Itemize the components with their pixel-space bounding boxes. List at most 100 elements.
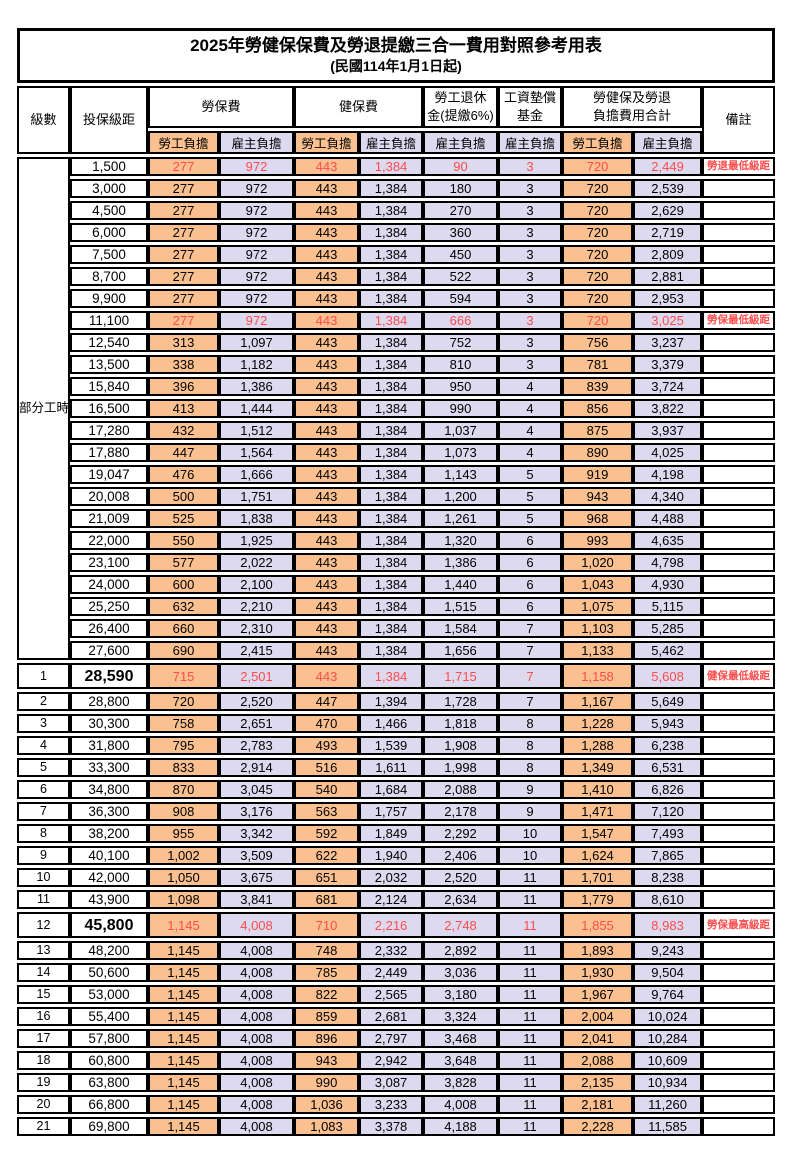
value-cell: 993	[562, 531, 634, 550]
level-cell: 2	[17, 692, 70, 711]
note-cell	[702, 267, 776, 286]
bracket-cell: 17,880	[70, 443, 148, 462]
value-cell: 3,822	[633, 399, 703, 418]
bracket-cell: 55,400	[70, 1007, 148, 1026]
value-cell: 1,440	[423, 575, 499, 594]
value-cell: 6	[498, 531, 563, 550]
value-cell: 443	[294, 487, 360, 506]
value-cell: 1,384	[359, 289, 424, 308]
value-cell: 432	[148, 421, 219, 440]
value-cell: 4,340	[633, 487, 703, 506]
value-cell: 1,666	[219, 465, 295, 484]
value-cell: 360	[423, 223, 499, 242]
note-cell	[702, 289, 776, 308]
bracket-cell: 21,009	[70, 509, 148, 528]
value-cell: 810	[423, 355, 499, 374]
value-cell: 1,564	[219, 443, 295, 462]
value-cell: 4,008	[219, 941, 295, 960]
value-cell: 720	[562, 245, 634, 264]
note-cell	[702, 641, 776, 660]
note-cell	[702, 714, 776, 733]
table-row: 部分工時 1,500 277 972 443 1,384 90 3 720 2,449 勞退最低級距	[17, 157, 776, 660]
value-cell: 277	[148, 157, 219, 176]
table-row: 8 38,200 955 3,342 592 1,849 2,292 10 1,547 7,493	[17, 824, 776, 843]
value-cell: 443	[294, 377, 360, 396]
header-row-sub: 勞工負擔 雇主負擔 勞工負擔 雇主負擔 雇主負擔 雇主負擔 勞工負擔 雇主負擔	[17, 131, 775, 154]
value-cell: 1,998	[423, 758, 499, 777]
value-cell: 443	[294, 179, 360, 198]
table-row: 7,500 277 972 443 1,384 450 3 720 2,809	[17, 245, 776, 264]
bracket-cell: 40,100	[70, 846, 148, 865]
level-cell: 5	[17, 758, 70, 777]
value-cell: 7,493	[633, 824, 703, 843]
level-cell: 8	[17, 824, 70, 843]
value-cell: 2,124	[359, 890, 424, 909]
note-cell	[702, 421, 776, 440]
value-cell: 660	[148, 619, 219, 638]
value-cell: 10	[498, 846, 563, 865]
value-cell: 1,384	[359, 179, 424, 198]
value-cell: 8,610	[633, 890, 703, 909]
value-cell: 752	[423, 333, 499, 352]
table-row: 7 36,300 908 3,176 563 1,757 2,178 9 1,471 7,120	[17, 802, 776, 821]
value-cell: 1,145	[148, 1029, 219, 1048]
value-cell: 90	[423, 157, 499, 176]
value-cell: 2,565	[359, 985, 424, 1004]
note-cell	[702, 1095, 776, 1114]
value-cell: 1,930	[562, 963, 634, 982]
value-cell: 2,088	[562, 1051, 634, 1070]
table-row: 3,000 277 972 443 1,384 180 3 720 2,539	[17, 179, 776, 198]
col-header-labor-insurance: 勞保費	[148, 86, 295, 128]
value-cell: 5,462	[633, 641, 703, 660]
bracket-cell: 16,500	[70, 399, 148, 418]
value-cell: 3,342	[219, 824, 295, 843]
level-cell: 16	[17, 1007, 70, 1026]
value-cell: 5,285	[633, 619, 703, 638]
bracket-cell: 57,800	[70, 1029, 148, 1048]
note-cell: 勞保最低級距	[702, 311, 776, 330]
value-cell: 720	[148, 692, 219, 711]
value-cell: 413	[148, 399, 219, 418]
value-cell: 2,022	[219, 553, 295, 572]
value-cell: 493	[294, 736, 360, 755]
value-cell: 2,088	[423, 780, 499, 799]
table-row: 17,280 432 1,512 443 1,384 1,037 4 875 3,937	[17, 421, 776, 440]
value-cell: 710	[294, 912, 360, 938]
value-cell: 7,120	[633, 802, 703, 821]
value-cell: 443	[294, 245, 360, 264]
table-row: 25,250 632 2,210 443 1,384 1,515 6 1,075 5,115	[17, 597, 776, 616]
value-cell: 9	[498, 802, 563, 821]
value-cell: 5,608	[633, 663, 703, 689]
value-cell: 756	[562, 333, 634, 352]
bracket-cell: 60,800	[70, 1051, 148, 1070]
value-cell: 4,488	[633, 509, 703, 528]
table-row: 2 28,800 720 2,520 447 1,394 1,728 7 1,167 5,649	[17, 692, 776, 711]
value-cell: 2,292	[423, 824, 499, 843]
value-cell: 443	[294, 201, 360, 220]
value-cell: 2,178	[423, 802, 499, 821]
value-cell: 9,504	[633, 963, 703, 982]
note-cell	[702, 868, 776, 887]
bracket-cell: 11,100	[70, 311, 148, 330]
subheader-labor-employee: 勞工負擔	[148, 131, 219, 154]
table-row: 20 66,800 1,145 4,008 1,036 3,233 4,008 11 2,181…	[17, 1095, 776, 1114]
bracket-cell: 27,600	[70, 641, 148, 660]
value-cell: 1,656	[423, 641, 499, 660]
value-cell: 4,930	[633, 575, 703, 594]
value-cell: 1,384	[359, 311, 424, 330]
value-cell: 540	[294, 780, 360, 799]
value-cell: 8,983	[633, 912, 703, 938]
table-row: 4,500 277 972 443 1,384 270 3 720 2,629	[17, 201, 776, 220]
value-cell: 443	[294, 597, 360, 616]
value-cell: 443	[294, 157, 360, 176]
value-cell: 277	[148, 311, 219, 330]
level-cell: 19	[17, 1073, 70, 1092]
note-cell: 勞保最高級距	[702, 912, 776, 938]
value-cell: 666	[423, 311, 499, 330]
value-cell: 2,681	[359, 1007, 424, 1026]
value-cell: 1,893	[562, 941, 634, 960]
table-row: 27,600 690 2,415 443 1,384 1,656 7 1,133 5,462	[17, 641, 776, 660]
value-cell: 1,779	[562, 890, 634, 909]
value-cell: 1,384	[359, 597, 424, 616]
note-cell	[702, 355, 776, 374]
